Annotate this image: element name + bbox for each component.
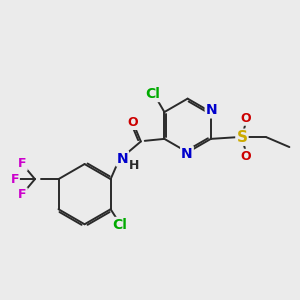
Text: F: F: [18, 188, 27, 201]
Text: H: H: [129, 159, 140, 172]
Text: S: S: [236, 130, 247, 145]
Text: Cl: Cl: [146, 87, 160, 101]
Text: O: O: [241, 150, 251, 163]
Text: O: O: [127, 116, 138, 129]
Text: Cl: Cl: [112, 218, 127, 232]
Text: N: N: [181, 147, 193, 161]
Text: F: F: [11, 172, 19, 186]
Text: F: F: [18, 157, 27, 170]
Text: N: N: [206, 103, 217, 117]
Text: N: N: [116, 152, 128, 166]
Text: O: O: [241, 112, 251, 125]
